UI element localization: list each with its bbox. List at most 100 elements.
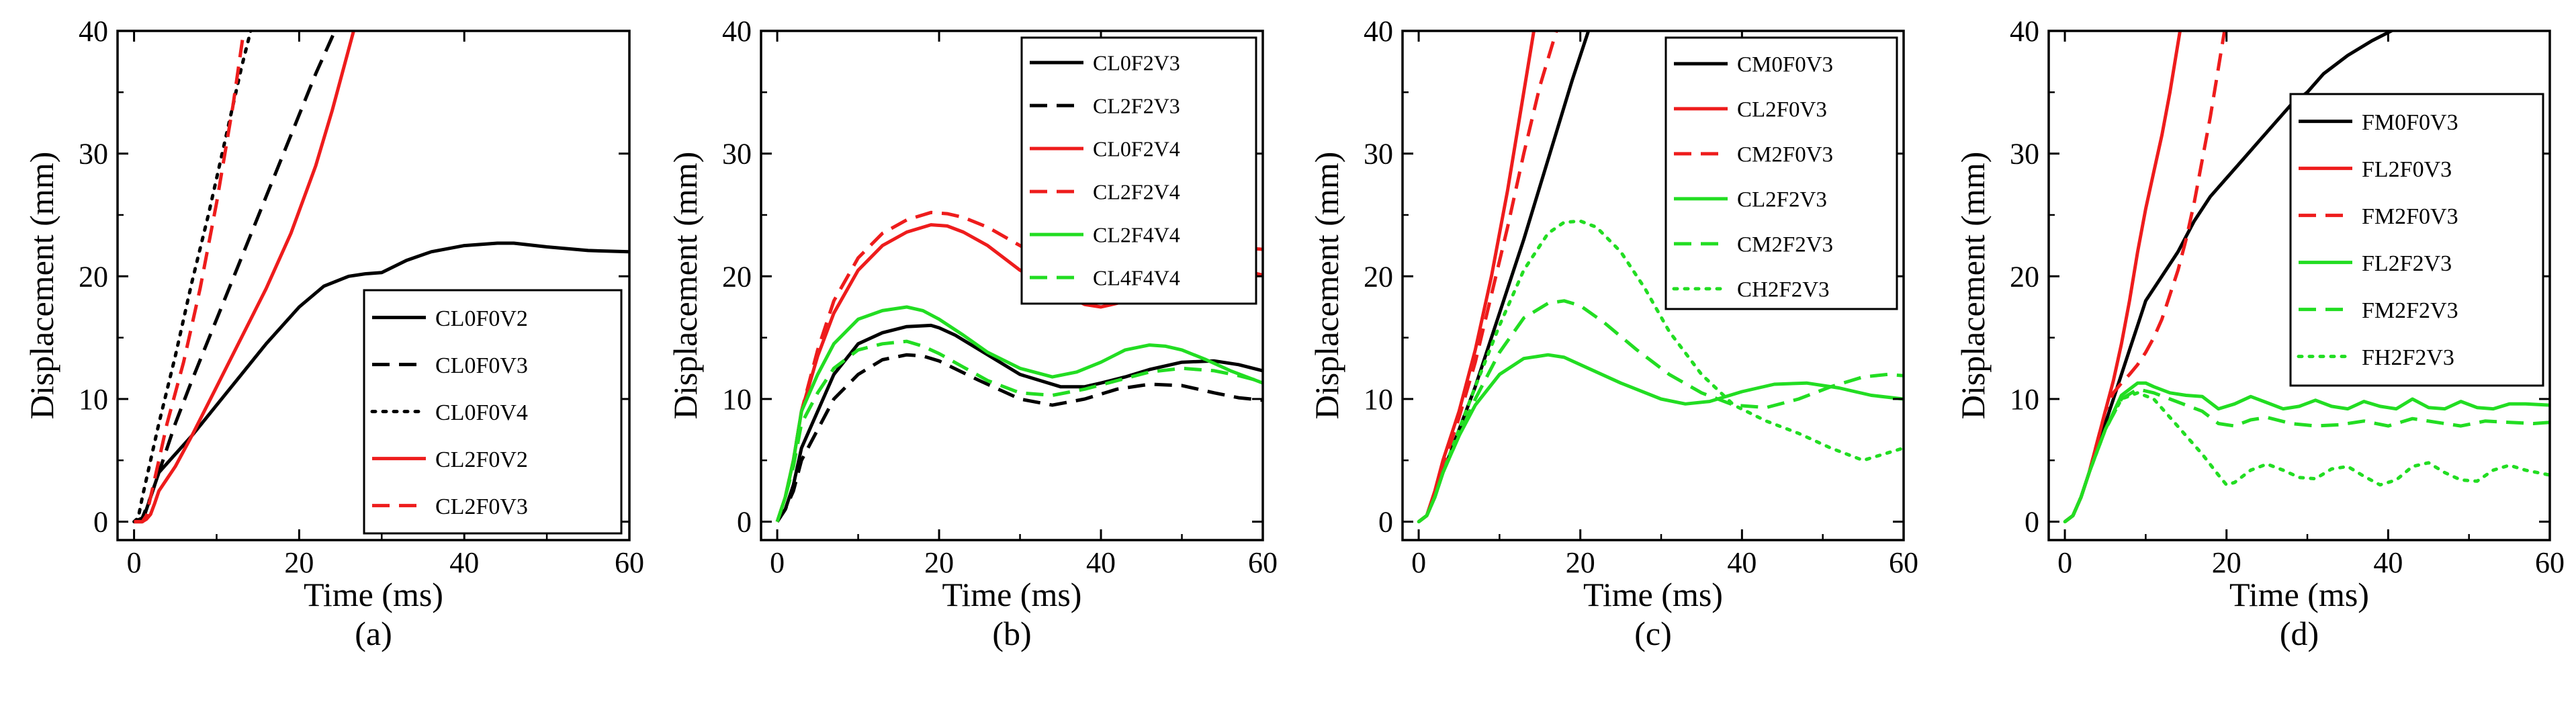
legend-label-CL2F2V4: CL2F2V4 bbox=[1093, 180, 1180, 204]
y-tick-label: 40 bbox=[722, 15, 752, 48]
x-tick-label: 40 bbox=[1727, 546, 1757, 579]
series-line-FL2F2V3 bbox=[2063, 381, 2550, 523]
y-tick-label: 10 bbox=[722, 383, 752, 416]
y-tick-label: 40 bbox=[2010, 15, 2039, 48]
y-tick-label: 0 bbox=[1378, 506, 1393, 539]
y-tick-label: 20 bbox=[722, 260, 752, 293]
x-tick-label: 20 bbox=[284, 546, 314, 579]
series-line-CL2F0V3 bbox=[134, 31, 246, 524]
legend-label-CL0F2V4: CL0F2V4 bbox=[1093, 137, 1180, 161]
legend-label-CM2F0V3: CM2F0V3 bbox=[1737, 143, 1833, 167]
x-tick-label: 60 bbox=[2535, 546, 2565, 579]
series-line-CL4F4V4 bbox=[775, 339, 1263, 523]
series-group bbox=[2063, 31, 2550, 524]
x-tick-label: 0 bbox=[127, 546, 142, 579]
legend-label-CL4F4V4: CL4F4V4 bbox=[1093, 266, 1180, 290]
legend-label-CL2F0V3: CL2F0V3 bbox=[1737, 98, 1827, 122]
x-tick-label: 0 bbox=[2057, 546, 2072, 579]
y-axis-title: Displacement (mm) bbox=[1308, 152, 1345, 420]
panel-label: (b) bbox=[992, 615, 1031, 652]
series-line-FM2F2V3 bbox=[2063, 387, 2550, 523]
legend-label-FH2F2V3: FH2F2V3 bbox=[2362, 345, 2454, 370]
legend-label-FM0F0V3: FM0F0V3 bbox=[2362, 110, 2458, 135]
plot-frame bbox=[1401, 30, 1905, 541]
legend-label-CL0F0V2: CL0F0V2 bbox=[435, 306, 528, 331]
series-group bbox=[132, 31, 629, 524]
x-axis-title: Time (ms) bbox=[304, 576, 443, 613]
x-tick-label: 20 bbox=[924, 546, 954, 579]
x-axis-title: Time (ms) bbox=[1583, 576, 1723, 613]
y-tick-label: 30 bbox=[79, 138, 108, 171]
legend-label-FL2F0V3: FL2F0V3 bbox=[2362, 157, 2452, 182]
y-tick-label: 30 bbox=[2010, 138, 2039, 171]
legend: FM0F0V3 FL2F0V3 FM2F0V3 FL2F2V3 FM2F2V3 FH2F2… bbox=[2289, 93, 2544, 387]
y-tick-label: 10 bbox=[1364, 383, 1393, 416]
x-tick-label: 60 bbox=[1248, 546, 1278, 579]
legend-label-CL0F0V3: CL0F0V3 bbox=[435, 353, 528, 378]
y-axis-title: Displacement (mm) bbox=[1954, 152, 1992, 420]
legend-label-CM0F0V3: CM0F0V3 bbox=[1737, 53, 1833, 77]
series-line-CM2F0V3 bbox=[1417, 31, 1558, 523]
legend-label-CL2F0V2: CL2F0V2 bbox=[435, 447, 528, 472]
y-tick-label: 40 bbox=[1364, 15, 1393, 48]
legend-label-FM2F0V3: FM2F0V3 bbox=[2362, 204, 2458, 229]
legend-box bbox=[2289, 93, 2544, 387]
y-axis-title: Displacement (mm) bbox=[23, 152, 60, 420]
y-tick-label: 40 bbox=[79, 15, 108, 48]
y-tick-label: 30 bbox=[722, 138, 752, 171]
series-line-CL2F2V3 bbox=[776, 353, 1263, 523]
legend: CL0F2V3 CL2F2V3 CL0F2V4 CL2F2V4 CL2F4V4 CL4F4… bbox=[1020, 36, 1257, 305]
series-line-CL2F2V3 bbox=[1417, 353, 1904, 523]
y-tick-label: 0 bbox=[2025, 506, 2039, 539]
y-tick-label: 30 bbox=[1364, 138, 1393, 171]
x-tick-label: 40 bbox=[2373, 546, 2403, 579]
series-line-CL2F4V4 bbox=[775, 305, 1263, 523]
panel-label: (c) bbox=[1634, 615, 1672, 652]
x-tick-label: 40 bbox=[1086, 546, 1116, 579]
legend-label-CL2F4V4: CL2F4V4 bbox=[1093, 223, 1180, 247]
series-line-FM2F0V3 bbox=[2063, 31, 2227, 523]
legend-box bbox=[1664, 36, 1898, 310]
series-line-CM2F2V3 bbox=[1417, 299, 1904, 523]
x-tick-label: 20 bbox=[2212, 546, 2241, 579]
series-line-CM0F0V3 bbox=[1417, 31, 1591, 523]
y-tick-label: 10 bbox=[2010, 383, 2039, 416]
x-axis-title: Time (ms) bbox=[2229, 576, 2369, 613]
legend-label-CH2F2V3: CH2F2V3 bbox=[1737, 278, 1830, 302]
x-tick-label: 0 bbox=[770, 546, 785, 579]
legend-box bbox=[1020, 36, 1257, 305]
plot-frame bbox=[2047, 30, 2551, 541]
panel-label: (d) bbox=[2280, 615, 2319, 652]
x-tick-label: 60 bbox=[1889, 546, 1918, 579]
series-line-CL2F0V2 bbox=[134, 31, 356, 524]
series-line-CL0F2V3 bbox=[776, 323, 1263, 523]
series-line-FH2F2V3 bbox=[2063, 391, 2550, 524]
y-axis-title: Displacement (mm) bbox=[666, 152, 704, 420]
series-line-CL0F0V2 bbox=[134, 241, 629, 524]
y-tick-label: 10 bbox=[79, 383, 108, 416]
plot-frame bbox=[116, 30, 631, 541]
y-tick-label: 20 bbox=[79, 260, 108, 293]
x-tick-label: 60 bbox=[615, 546, 644, 579]
panel-label: (a) bbox=[355, 615, 392, 652]
legend-label-CL2F2V3: CL2F2V3 bbox=[1093, 94, 1180, 118]
legend-label-CL2F2V3: CL2F2V3 bbox=[1737, 188, 1827, 212]
x-tick-label: 0 bbox=[1411, 546, 1426, 579]
series-line-CL0F0V3 bbox=[133, 31, 337, 523]
series-group bbox=[1417, 31, 1904, 524]
y-tick-label: 20 bbox=[1364, 260, 1393, 293]
legend: CL0F0V2 CL0F0V3 CL0F0V4 CL2F0V2 CL2F0V3 bbox=[363, 289, 623, 535]
legend: CM0F0V3 CL2F0V3 CM2F0V3 CL2F2V3 CM2F2V3 CH2F2… bbox=[1664, 36, 1898, 310]
legend-label-FL2F2V3: FL2F2V3 bbox=[2362, 251, 2452, 276]
x-tick-label: 40 bbox=[449, 546, 479, 579]
series-line-CL0F0V4 bbox=[132, 31, 253, 524]
plot-frame bbox=[760, 30, 1264, 541]
legend-label-FM2F2V3: FM2F2V3 bbox=[2362, 298, 2458, 323]
legend-label-CM2F2V3: CM2F2V3 bbox=[1737, 233, 1833, 257]
legend-label-CL2F0V3: CL2F0V3 bbox=[435, 494, 528, 519]
